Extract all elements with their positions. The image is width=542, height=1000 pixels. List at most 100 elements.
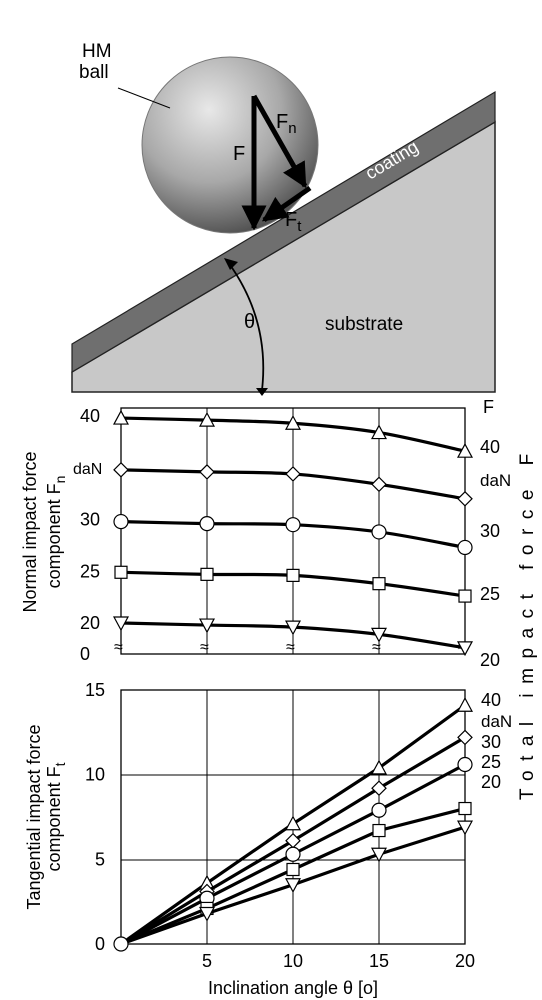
chart2-point-40	[456, 696, 474, 712]
chart1-point-20	[284, 620, 302, 636]
chart1-y-tick-label: 30	[80, 510, 100, 530]
chart2-x-tick-label: 20	[455, 951, 475, 971]
chart1-right-label: 30	[480, 521, 500, 541]
chart2-point-35	[371, 780, 387, 797]
chart2-origin-point	[113, 936, 129, 952]
chart2-series	[113, 696, 474, 952]
chart2-point-40	[284, 815, 302, 831]
chart2-right-label: 25	[481, 752, 501, 772]
chart2-y-tick-label: 15	[85, 680, 105, 700]
angle-arrowhead-top	[224, 258, 238, 270]
chart1-series	[112, 409, 474, 657]
angle-label: θ	[244, 311, 255, 333]
chart2-point-25	[372, 823, 386, 838]
chart1-point-40	[198, 411, 216, 427]
chart1-point-20	[456, 641, 474, 657]
hm-ball	[141, 56, 319, 234]
chart1-right-label: F	[483, 397, 494, 417]
chart2-y-tick-label: 0	[95, 934, 105, 954]
chart2-y-tick-label: 10	[85, 765, 105, 785]
chart1-point-40	[112, 409, 130, 425]
chart1-axis-break: ≈	[372, 639, 381, 656]
chart1-right-labels: F 40 daN 30 25 20	[480, 397, 511, 670]
chart1-point-25	[372, 577, 386, 591]
ball-label-line2: ball	[79, 62, 109, 83]
chart1-y-tick-labels: 40 daN 30 25 20 0	[73, 406, 102, 664]
chart2-point-20	[370, 847, 388, 863]
chart2-right-label: 30	[481, 732, 501, 752]
chart2-point-30	[457, 756, 473, 773]
chart1-y-tick-label: 0	[80, 644, 90, 664]
chart2-x-tick-label: 15	[369, 951, 389, 971]
chart1-y-tick-label: daN	[73, 461, 102, 478]
ball-leader-line	[117, 87, 171, 109]
force-Ft-arrow	[261, 185, 312, 223]
tangential-force-chart: 0 5 10 15 5 10 15 20 Tangential impact force c…	[24, 680, 512, 998]
chart1-point-25	[458, 589, 472, 603]
chart2-right-label: 40	[481, 690, 501, 710]
chart2-point-40	[370, 759, 388, 775]
chart1-point-30	[371, 524, 387, 540]
chart2-y-tick-labels: 0 5 10 15	[85, 680, 105, 954]
chart1-point-35	[371, 476, 387, 493]
chart2-point-35	[285, 832, 301, 849]
chart1-right-label: 20	[480, 650, 500, 670]
force-F-label: F	[233, 143, 245, 165]
total-impact-force-axis-title: Total impact force F	[517, 444, 538, 800]
chart1-point-40	[284, 414, 302, 430]
impact-diagram: HM ball F Fn Ft coating substrate θ	[71, 41, 496, 396]
chart1-right-label: 40	[480, 437, 500, 457]
chart1-point-30	[457, 539, 473, 556]
chart1-point-20	[370, 627, 388, 643]
chart2-right-label: daN	[481, 712, 512, 731]
chart1-point-30	[285, 517, 301, 533]
force-Fn-arrow	[251, 94, 308, 189]
force-Fn-label: Fn	[276, 111, 297, 137]
chart2-ylabel: Tangential impact force	[24, 724, 44, 909]
chart1-point-40	[370, 424, 388, 440]
chart2-ylabel-line2: component Ft	[44, 762, 68, 871]
chart1-point-25	[200, 567, 214, 581]
chart2-x-tick-label: 5	[202, 951, 212, 971]
chart1-y-tick-label: 20	[80, 613, 100, 633]
chart1-point-25	[114, 565, 128, 579]
chart1-point-35	[113, 461, 129, 478]
chart2-point-20	[284, 878, 302, 893]
chart1-right-label: daN	[480, 471, 511, 490]
chart2-point-35	[457, 729, 473, 746]
chart2-xlabel: Inclination angle θ [o]	[208, 978, 378, 998]
chart1-point-25	[286, 568, 300, 582]
chart1-axis-break: ≈	[114, 639, 123, 656]
chart1-ylabel: Normal impact force	[20, 451, 40, 612]
chart2-x-tick-label: 10	[283, 951, 303, 971]
chart1-y-tick-label: 25	[80, 561, 100, 581]
chart2-point-20	[198, 906, 216, 922]
chart2-y-tick-label: 5	[95, 849, 105, 869]
chart2-point-30	[371, 802, 387, 818]
force-Ft-label: Ft	[285, 209, 302, 235]
chart1-axis-break: ≈	[286, 639, 295, 656]
chart1-right-label: 25	[480, 584, 500, 604]
chart1-point-30	[199, 516, 215, 532]
chart1-axis-break: ≈	[200, 639, 209, 656]
angle-arrowhead-bottom	[256, 388, 268, 396]
chart1-point-40	[456, 442, 474, 458]
chart1-point-20	[198, 618, 216, 634]
ball-label-line1: HM	[82, 41, 112, 62]
chart2-point-25	[286, 862, 300, 877]
chart1-point-35	[199, 464, 215, 480]
chart1-point-20	[112, 616, 130, 632]
chart2-x-tick-labels: 5 10 15 20	[202, 951, 475, 971]
chart2-right-label: 20	[481, 772, 501, 792]
chart1-point-35	[457, 490, 473, 507]
angle-arc	[227, 261, 265, 391]
chart2-point-20	[456, 820, 474, 836]
chart1-point-30	[113, 513, 129, 530]
chart2-point-25	[458, 801, 472, 816]
coating-layer	[71, 90, 496, 374]
chart2-point-30	[285, 846, 301, 862]
chart1-point-35	[285, 466, 301, 482]
